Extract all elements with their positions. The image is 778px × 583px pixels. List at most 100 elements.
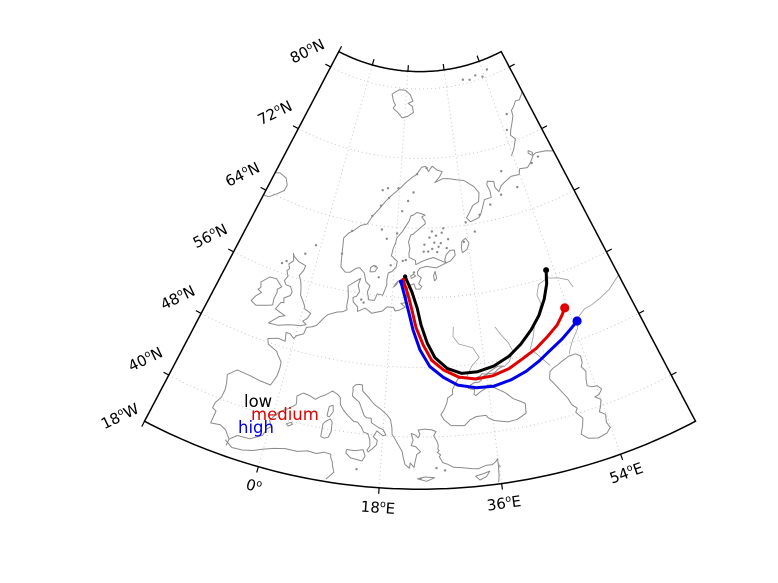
island-dot [443,469,447,472]
lon-label-36E: 36oE [486,492,523,515]
coastline-mediterranean-italy-greece-anatolia [228,383,501,470]
island-dot [437,245,440,248]
island-dot [427,250,430,253]
island-dot [462,240,466,244]
island-dot [395,232,399,235]
lon-label-0deg: 0o [244,475,264,497]
island-dot [439,242,442,245]
island-dot [362,301,365,304]
island-dot [355,468,358,471]
island-dot [445,246,448,250]
legend-label-low: low [244,392,272,411]
island-dot [389,264,392,267]
coastline-levant [497,464,500,483]
trajectory-high-start-marker [398,279,404,284]
island-dot [446,238,450,241]
coastline-crete [417,476,436,482]
island-dot [412,191,415,194]
island-dot [536,155,540,158]
trajectories [398,267,582,390]
map-boundary [143,50,697,490]
parallel-80 [330,66,510,90]
trajectory-low-start-marker [402,274,408,279]
island-dot [423,243,426,246]
island-dot [381,189,384,192]
coastline-sardinia [320,418,333,439]
island-dot [434,234,438,237]
island-dots [280,68,540,480]
coastline-lake-onega [460,237,470,254]
island-dot [516,185,519,189]
coastline-novaya-zemlya [509,91,523,157]
coastline-gotland [392,280,399,288]
island-dot [371,214,374,218]
island-dot [478,213,481,216]
map-inner [168,61,672,488]
island-dot [505,112,508,116]
legend-label-high: high [238,418,274,437]
island-dot [377,276,380,279]
coastline-vaygach [527,149,533,156]
coastline-lake-ladoga [444,249,456,264]
meridian-18 [378,71,409,488]
coastline-balearics [285,421,293,427]
trajectory-medium [401,278,567,381]
coastline-lake-peipus [433,270,438,282]
coastline-north-africa [224,439,335,480]
island-dot [304,252,307,255]
river-ural-river [568,274,619,355]
island-dot [419,477,422,480]
coastline-caspian-sea [549,353,611,439]
island-dot [425,166,428,170]
island-dot [485,68,489,71]
island-dot [360,298,363,301]
island-dot [406,199,410,203]
island-dot [397,187,400,190]
island-dot [404,258,407,262]
island-dot [473,230,476,233]
island-dot [530,161,533,165]
island-dot [385,237,388,240]
trajectory-high-end-marker [572,316,582,326]
legend-label-medium: medium [251,405,319,424]
island-dot [401,259,404,263]
island-dot [314,244,318,247]
island-dot [428,236,431,239]
coastline-ireland [250,276,283,306]
river-volga [529,277,574,366]
island-dot [489,203,492,206]
island-dot [380,228,384,231]
coastline-sicily [345,449,366,462]
coastline-svalbard [391,89,414,119]
island-dot [500,170,503,173]
island-dot [430,230,434,233]
island-dot [351,229,354,233]
coastline-britain [268,252,312,327]
island-dot [499,193,503,196]
meridian-54 [478,61,622,455]
coastline-cyprus [475,470,491,481]
trajectory-low [403,268,549,375]
coastline-corsica [326,404,334,418]
lon-label-18E: 18oE [360,498,396,518]
island-dot [505,128,509,132]
island-dot [440,231,443,234]
island-dot [433,241,436,244]
island-dot [431,247,434,251]
trajectory-high [399,280,579,390]
island-dot [387,196,391,200]
island-dot [401,210,404,213]
island-dot [415,173,419,176]
island-dot [461,78,465,81]
island-dot [374,265,377,268]
island-dot [386,187,390,190]
island-dot [379,204,383,207]
meridian-0 [257,64,373,467]
meridian-36 [443,69,503,484]
island-dot [412,271,416,274]
island-dot [442,227,445,230]
island-dot [285,259,288,263]
